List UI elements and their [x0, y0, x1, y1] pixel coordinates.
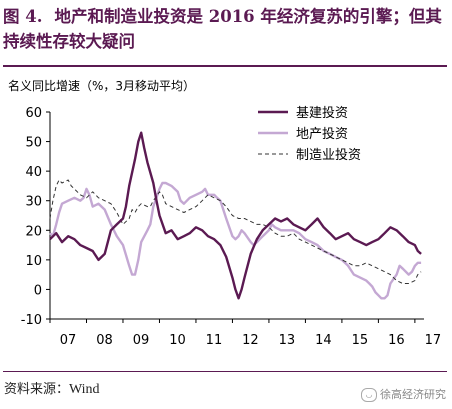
x-tick-label: 17: [425, 333, 442, 348]
line-chart: 名义同比增速（%，3月移动平均） -10 0 10 20 30 40 50 60 07 08 09 1…: [8, 78, 441, 348]
source-label: 资料来源：: [4, 382, 70, 397]
x-tick-label: 15: [352, 333, 369, 348]
x-tick-label: 08: [96, 333, 113, 348]
title-divider: [3, 65, 447, 67]
legend-label-1: 基建投资: [296, 105, 348, 121]
y-tick-label: 10: [25, 254, 42, 269]
x-tick-label: 10: [169, 333, 186, 348]
series-line-1: [49, 131, 422, 300]
watermark-text: 徐高经济研究: [380, 388, 446, 401]
watermark: ◡ 徐高经济研究: [361, 386, 446, 402]
wechat-bubble-icon: ◡: [361, 388, 377, 402]
y-tick-label: 50: [25, 136, 42, 151]
x-tick-label: 09: [133, 333, 150, 348]
legend-label-3: 制造业投资: [296, 147, 361, 163]
chart-axes: -10 0 10 20 30 40 50 60 07 08 09 10 11 12 13 14 15 16 17: [21, 106, 441, 348]
legend-label-2: 地产投资: [296, 126, 348, 142]
source-divider: [3, 371, 447, 372]
figure-title: 图 4. 地产和制造业投资是 2016 年经济复苏的引擎；但其持续性存较大疑问: [3, 4, 449, 54]
x-tick-label: 13: [279, 333, 296, 348]
series-lines: [49, 131, 422, 300]
series-line-2: [49, 181, 422, 300]
y-tick-label: 30: [25, 195, 42, 210]
y-tick-label: 60: [25, 106, 42, 121]
x-tick-label: 07: [60, 333, 77, 348]
y-axis-label: 名义同比增速（%，3月移动平均）: [8, 78, 195, 93]
x-tick-label: 14: [315, 333, 332, 348]
y-tick-label: -10: [21, 313, 42, 328]
x-tick-label: 12: [242, 333, 259, 348]
figure-title-text: 地产和制造业投资是 2016 年经济复苏的引擎；但其持续性存较大疑问: [3, 7, 442, 51]
y-tick-label: 20: [25, 224, 42, 239]
figure-number: 图 4.: [3, 7, 43, 26]
x-tick-label: 16: [388, 333, 405, 348]
y-tick-label: 0: [34, 283, 42, 298]
source-note: 资料来源：Wind: [4, 378, 100, 398]
source-value: Wind: [69, 382, 100, 397]
y-tick-label: 40: [25, 165, 42, 180]
x-tick-label: 11: [206, 333, 223, 348]
series-line-3: [49, 179, 422, 284]
